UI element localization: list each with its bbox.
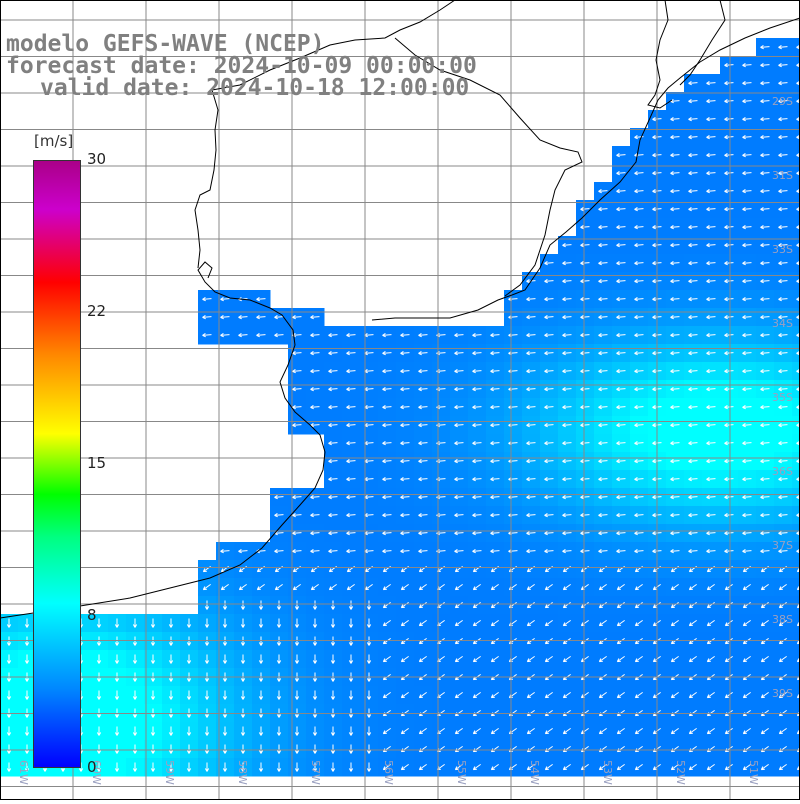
longitude-label: 51W [747,760,760,785]
colorbar-tick-8: 8 [87,606,97,624]
latitude-label: 29S [772,95,793,108]
colorbar-tick-0: 0 [87,758,97,776]
latitude-label: 38S [772,613,793,626]
longitude-label: 57W [309,760,322,785]
latitude-label: 36S [772,465,793,478]
colorbar [33,160,81,768]
longitude-label: 54W [528,760,541,785]
latitude-label: 39S [772,687,793,700]
colorbar-tick-22: 22 [87,302,106,320]
map-title-valid-date: valid date: 2024-10-18 12:00:00 [40,76,469,100]
longitude-label: 61W [17,760,30,785]
latitude-label: 31S [772,169,793,182]
latitude-label: 33S [772,243,793,256]
latitude-label: 35S [772,391,793,404]
longitude-label: 55W [455,760,468,785]
colorbar-unit: [m/s] [34,132,73,150]
colorbar-tick-30: 30 [87,150,106,168]
longitude-label: 59W [163,760,176,785]
longitude-label: 53W [601,760,614,785]
longitude-label: 52W [674,760,687,785]
longitude-label: 58W [236,760,249,785]
colorbar-tick-15: 15 [87,454,106,472]
longitude-label: 56W [382,760,395,785]
latitude-label: 37S [772,539,793,552]
latitude-label: 34S [772,317,793,330]
